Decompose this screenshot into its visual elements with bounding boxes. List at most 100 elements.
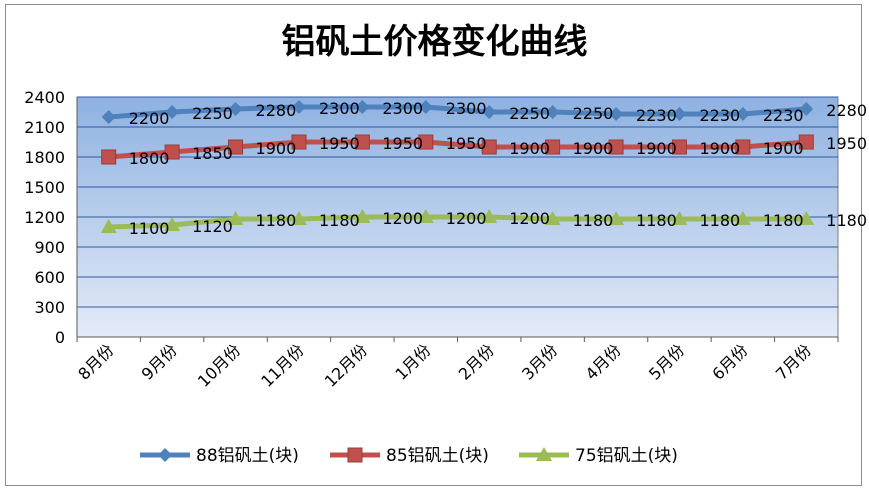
data-label: 2300 bbox=[319, 99, 360, 118]
data-label: 2250 bbox=[573, 104, 614, 123]
y-tick-label: 2400 bbox=[24, 88, 65, 107]
data-point bbox=[291, 134, 307, 150]
data-label: 1950 bbox=[319, 134, 360, 153]
data-point bbox=[164, 217, 181, 231]
data-label: 1950 bbox=[382, 134, 423, 153]
data-point bbox=[418, 100, 433, 114]
x-tick-label: 3月份 bbox=[518, 340, 561, 383]
y-tick-label: 600 bbox=[34, 268, 65, 287]
data-point bbox=[164, 144, 180, 160]
data-label: 2250 bbox=[192, 104, 233, 123]
data-label: 1180 bbox=[573, 211, 614, 230]
series-line bbox=[106, 139, 809, 160]
data-label: 1900 bbox=[636, 139, 677, 158]
data-point bbox=[545, 105, 560, 119]
data-point bbox=[672, 107, 687, 121]
data-point bbox=[481, 139, 497, 155]
data-point bbox=[671, 139, 687, 155]
data-point bbox=[481, 209, 498, 223]
data-label: 1200 bbox=[446, 209, 487, 228]
data-label: 1180 bbox=[699, 211, 740, 230]
series-line bbox=[106, 214, 809, 230]
data-label: 2250 bbox=[509, 104, 550, 123]
data-point bbox=[354, 209, 371, 223]
data-label: 2280 bbox=[256, 101, 297, 120]
data-point bbox=[798, 134, 814, 150]
x-tick-label: 11月份 bbox=[257, 340, 307, 390]
data-point bbox=[158, 448, 172, 462]
data-label: 1950 bbox=[826, 134, 867, 153]
y-tick-label: 900 bbox=[34, 238, 65, 257]
x-tick-label: 7月份 bbox=[772, 340, 815, 383]
data-label: 2300 bbox=[446, 99, 487, 118]
data-point bbox=[290, 211, 307, 225]
y-tick-label: 1200 bbox=[24, 208, 65, 227]
data-label: 2230 bbox=[636, 106, 677, 125]
data-label: 1850 bbox=[192, 144, 233, 163]
data-point bbox=[417, 209, 434, 223]
data-point bbox=[544, 211, 561, 225]
y-tick-label: 2100 bbox=[24, 118, 65, 137]
chart-title: 铝矾土价格变化曲线 bbox=[281, 22, 588, 62]
data-label: 1120 bbox=[192, 217, 233, 236]
data-label: 1900 bbox=[509, 139, 550, 158]
data-point bbox=[347, 447, 363, 463]
data-point bbox=[482, 105, 497, 119]
data-label: 1900 bbox=[763, 139, 804, 158]
y-tick-label: 1500 bbox=[24, 178, 65, 197]
data-label: 2300 bbox=[382, 99, 423, 118]
data-point bbox=[671, 211, 688, 225]
data-point bbox=[228, 139, 244, 155]
y-tick-label: 0 bbox=[55, 328, 65, 347]
legend-label: 85铝矾土(块) bbox=[386, 446, 489, 466]
data-label: 1100 bbox=[129, 219, 170, 238]
data-label: 2230 bbox=[763, 106, 804, 125]
data-label: 1950 bbox=[446, 134, 487, 153]
data-point bbox=[734, 211, 751, 225]
data-point bbox=[101, 110, 116, 124]
data-label: 2280 bbox=[826, 101, 867, 120]
data-point bbox=[608, 211, 625, 225]
data-label: 1200 bbox=[509, 209, 550, 228]
data-label: 2200 bbox=[129, 109, 170, 128]
data-label: 1200 bbox=[382, 209, 423, 228]
data-point bbox=[798, 211, 815, 225]
data-label: 1900 bbox=[256, 139, 297, 158]
legend-label: 88铝矾土(块) bbox=[196, 446, 299, 466]
data-point bbox=[735, 107, 750, 121]
x-tick-label: 6月份 bbox=[708, 340, 751, 383]
x-tick-label: 2月份 bbox=[455, 340, 498, 383]
x-tick-label: 10月份 bbox=[194, 340, 244, 390]
data-point bbox=[355, 100, 370, 114]
data-point bbox=[608, 139, 624, 155]
data-point bbox=[165, 105, 180, 119]
data-point bbox=[354, 134, 370, 150]
data-point bbox=[227, 211, 244, 225]
data-point bbox=[101, 149, 117, 165]
data-point bbox=[799, 102, 814, 116]
x-tick-label: 9月份 bbox=[138, 340, 181, 383]
data-point bbox=[228, 102, 243, 116]
data-label: 1180 bbox=[319, 211, 360, 230]
data-point bbox=[545, 139, 561, 155]
data-point bbox=[536, 447, 552, 461]
x-tick-label: 1月份 bbox=[391, 340, 434, 383]
data-label: 1900 bbox=[699, 139, 740, 158]
data-label: 1180 bbox=[256, 211, 297, 230]
data-point bbox=[735, 139, 751, 155]
x-tick-label: 5月份 bbox=[645, 340, 688, 383]
data-point bbox=[418, 134, 434, 150]
data-label: 1800 bbox=[129, 149, 170, 168]
y-tick-label: 1800 bbox=[24, 148, 65, 167]
data-point bbox=[100, 219, 117, 233]
series-line bbox=[106, 104, 809, 120]
data-point bbox=[291, 100, 306, 114]
data-label: 1180 bbox=[763, 211, 804, 230]
x-tick-label: 12月份 bbox=[321, 340, 371, 390]
data-label: 1900 bbox=[573, 139, 614, 158]
data-label: 1180 bbox=[826, 211, 867, 230]
x-tick-label: 8月份 bbox=[74, 340, 117, 383]
x-tick-label: 4月份 bbox=[582, 340, 625, 383]
data-label: 2230 bbox=[699, 106, 740, 125]
